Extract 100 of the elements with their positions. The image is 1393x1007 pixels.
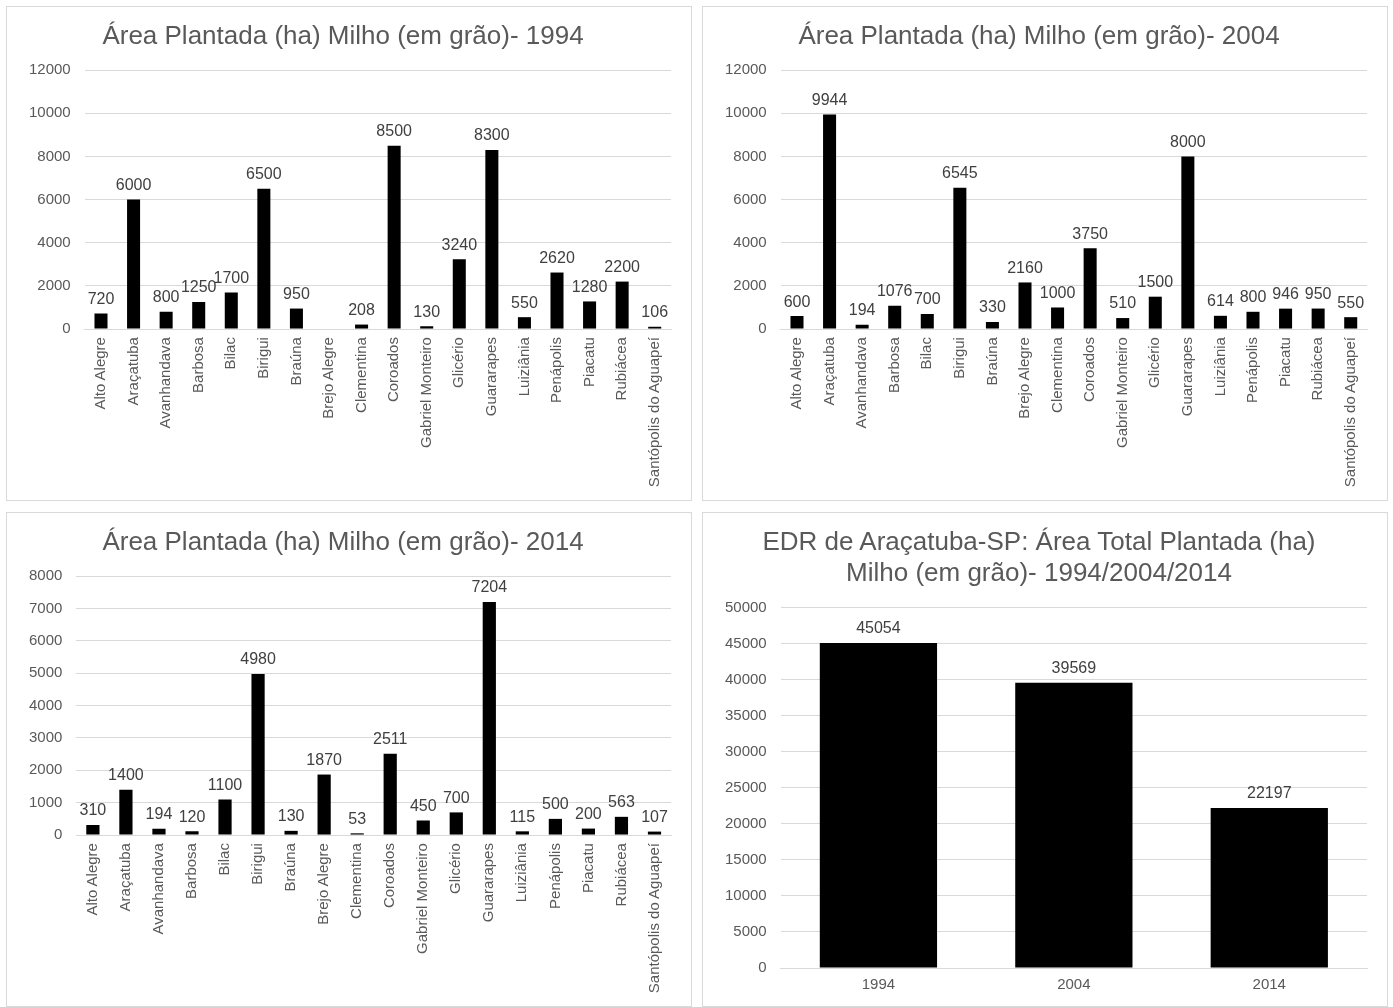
- x-tick-label: Bilac: [221, 336, 239, 370]
- bar: [1311, 308, 1325, 329]
- data-label: 950: [283, 284, 310, 302]
- data-label: 3240: [441, 235, 478, 253]
- x-tick-label: Piacatu: [579, 337, 597, 388]
- x-tick-label: Gabriel Monteiro: [416, 337, 434, 448]
- bar: [185, 831, 199, 835]
- data-label: 2620: [539, 248, 575, 266]
- x-tick-label: Alto Alegre: [787, 337, 805, 410]
- y-tick-label: 4000: [733, 232, 767, 250]
- x-tick-label: Penápolis: [1243, 337, 1261, 403]
- data-label: 700: [442, 788, 470, 806]
- data-label: 500: [542, 795, 569, 813]
- data-label: 2200: [604, 258, 641, 275]
- bar: [1246, 311, 1260, 329]
- y-tick-label: 8000: [37, 146, 71, 164]
- bar: [920, 313, 934, 329]
- bar: [86, 825, 100, 835]
- data-label: 550: [1337, 293, 1365, 311]
- bar: [855, 324, 869, 329]
- bar: [953, 187, 967, 329]
- data-label: 115: [509, 807, 536, 825]
- data-label: 1280: [571, 277, 608, 295]
- data-label: 6500: [246, 165, 282, 183]
- data-label: 106: [641, 303, 669, 321]
- x-tick-label: Brejo Alegre: [319, 337, 337, 419]
- y-tick-label: 2000: [28, 760, 63, 778]
- bar: [416, 820, 430, 835]
- x-tick-label: Avanhandava: [852, 336, 870, 429]
- x-tick-label: Gabriel Monteiro: [413, 843, 431, 954]
- bar: [224, 292, 238, 329]
- data-label: 510: [1109, 294, 1137, 312]
- data-label: 4980: [240, 650, 276, 668]
- bar: [790, 316, 804, 329]
- bar: [317, 774, 331, 835]
- y-tick-label: 6000: [733, 189, 767, 207]
- bar: [581, 828, 596, 835]
- bar: [985, 321, 999, 329]
- y-tick-label: 10000: [724, 103, 767, 121]
- data-label: 200: [575, 804, 602, 822]
- bar: [94, 313, 108, 329]
- y-tick-label: 10000: [724, 886, 767, 904]
- data-label: 700: [913, 290, 941, 308]
- bar: [482, 601, 496, 835]
- x-tick-label: Brejo Alegre: [1015, 337, 1033, 419]
- x-tick-label: 2004: [1057, 975, 1091, 993]
- bar: [420, 326, 434, 329]
- x-tick-label: Bilac: [215, 842, 233, 876]
- bar: [192, 302, 206, 329]
- y-tick-label: 8000: [733, 146, 767, 164]
- data-label: 2511: [373, 730, 408, 748]
- bar: [1213, 315, 1227, 329]
- y-tick-label: 5000: [28, 663, 63, 681]
- data-label: 550: [511, 293, 538, 311]
- data-label: 946: [1272, 285, 1300, 303]
- x-tick-label: Penápolis: [547, 337, 565, 403]
- x-tick-label: Rubiácea: [611, 842, 629, 907]
- bar: [615, 281, 629, 329]
- data-label: 1100: [207, 775, 243, 793]
- data-label: 22197: [1247, 784, 1292, 802]
- x-tick-label: Glicério: [1145, 337, 1163, 388]
- bar: [383, 753, 397, 835]
- bar: [251, 673, 265, 835]
- bar: [647, 831, 662, 835]
- data-label: 107: [641, 807, 668, 825]
- bar: [548, 818, 562, 835]
- bar: [1015, 682, 1133, 968]
- data-label: 8300: [474, 126, 510, 144]
- x-tick-label: Luiziânia: [1210, 336, 1228, 397]
- data-label: 8500: [376, 122, 413, 140]
- data-label: 450: [409, 796, 437, 814]
- x-tick-label: Clementina: [347, 842, 365, 919]
- data-label: 194: [848, 301, 876, 319]
- y-tick-label: 40000: [724, 669, 767, 687]
- data-label: 1500: [1137, 273, 1174, 291]
- y-tick-label: 15000: [724, 849, 767, 867]
- x-tick-label: Barbosa: [884, 336, 902, 393]
- bar: [515, 831, 529, 835]
- x-tick-label: Barbosa: [188, 336, 206, 393]
- y-tick-label: 0: [758, 958, 767, 976]
- y-tick-label: 6000: [28, 631, 63, 649]
- bar: [355, 324, 369, 329]
- x-tick-label: Rubiácea: [1308, 336, 1326, 401]
- y-tick-label: 30000: [724, 741, 767, 759]
- x-tick-label: Avanhandava: [149, 842, 167, 935]
- y-tick-label: 35000: [724, 705, 767, 723]
- x-tick-label: Guararapes: [482, 337, 499, 417]
- bar: [485, 150, 499, 329]
- x-tick-label: Birigui: [248, 843, 266, 885]
- data-label: 8000: [1170, 132, 1206, 150]
- x-tick-label: Braúna: [982, 336, 1000, 386]
- data-label: 310: [79, 801, 107, 819]
- data-label: 1400: [108, 766, 144, 784]
- x-tick-label: Luiziânia: [514, 336, 532, 397]
- bar: [284, 830, 298, 835]
- x-tick-label: Clementina: [1047, 336, 1065, 413]
- x-tick-label: Brejo Alegre: [314, 843, 332, 925]
- y-tick-label: 6000: [37, 189, 71, 207]
- data-label: 720: [87, 289, 115, 307]
- chart-title: Área Plantada (ha) Milho (em grão)- 1994: [102, 19, 584, 50]
